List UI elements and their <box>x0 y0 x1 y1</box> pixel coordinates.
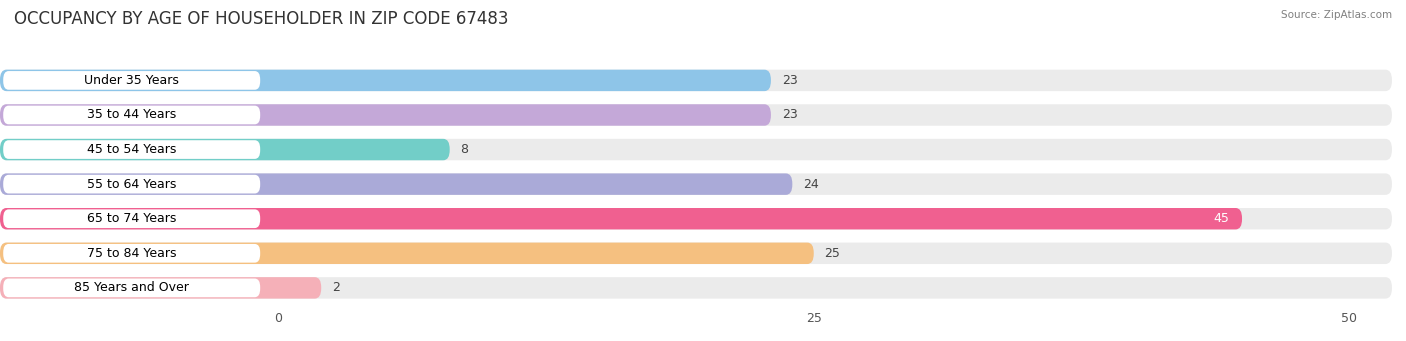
FancyBboxPatch shape <box>3 279 260 297</box>
FancyBboxPatch shape <box>0 70 770 91</box>
Text: Under 35 Years: Under 35 Years <box>84 74 179 87</box>
Text: 2: 2 <box>332 281 340 294</box>
FancyBboxPatch shape <box>0 104 770 126</box>
FancyBboxPatch shape <box>3 244 260 263</box>
Text: 75 to 84 Years: 75 to 84 Years <box>87 247 176 260</box>
FancyBboxPatch shape <box>0 277 1392 299</box>
FancyBboxPatch shape <box>0 174 793 195</box>
FancyBboxPatch shape <box>0 139 1392 160</box>
FancyBboxPatch shape <box>0 104 1392 126</box>
Text: 23: 23 <box>782 108 797 121</box>
FancyBboxPatch shape <box>0 242 1392 264</box>
Text: 25: 25 <box>824 247 841 260</box>
FancyBboxPatch shape <box>0 208 1241 229</box>
FancyBboxPatch shape <box>3 106 260 124</box>
Text: 55 to 64 Years: 55 to 64 Years <box>87 178 176 191</box>
Text: 35 to 44 Years: 35 to 44 Years <box>87 108 176 121</box>
Text: 65 to 74 Years: 65 to 74 Years <box>87 212 176 225</box>
Text: 8: 8 <box>460 143 468 156</box>
Text: 45 to 54 Years: 45 to 54 Years <box>87 143 176 156</box>
FancyBboxPatch shape <box>3 175 260 193</box>
FancyBboxPatch shape <box>0 208 1392 229</box>
Text: OCCUPANCY BY AGE OF HOUSEHOLDER IN ZIP CODE 67483: OCCUPANCY BY AGE OF HOUSEHOLDER IN ZIP C… <box>14 10 509 28</box>
FancyBboxPatch shape <box>3 71 260 90</box>
Text: 23: 23 <box>782 74 797 87</box>
FancyBboxPatch shape <box>3 140 260 159</box>
FancyBboxPatch shape <box>0 242 814 264</box>
FancyBboxPatch shape <box>0 174 1392 195</box>
Text: 85 Years and Over: 85 Years and Over <box>75 281 190 294</box>
FancyBboxPatch shape <box>0 277 321 299</box>
Text: Source: ZipAtlas.com: Source: ZipAtlas.com <box>1281 10 1392 20</box>
Text: 24: 24 <box>803 178 818 191</box>
Text: 45: 45 <box>1213 212 1229 225</box>
FancyBboxPatch shape <box>0 70 1392 91</box>
FancyBboxPatch shape <box>3 209 260 228</box>
FancyBboxPatch shape <box>0 139 450 160</box>
